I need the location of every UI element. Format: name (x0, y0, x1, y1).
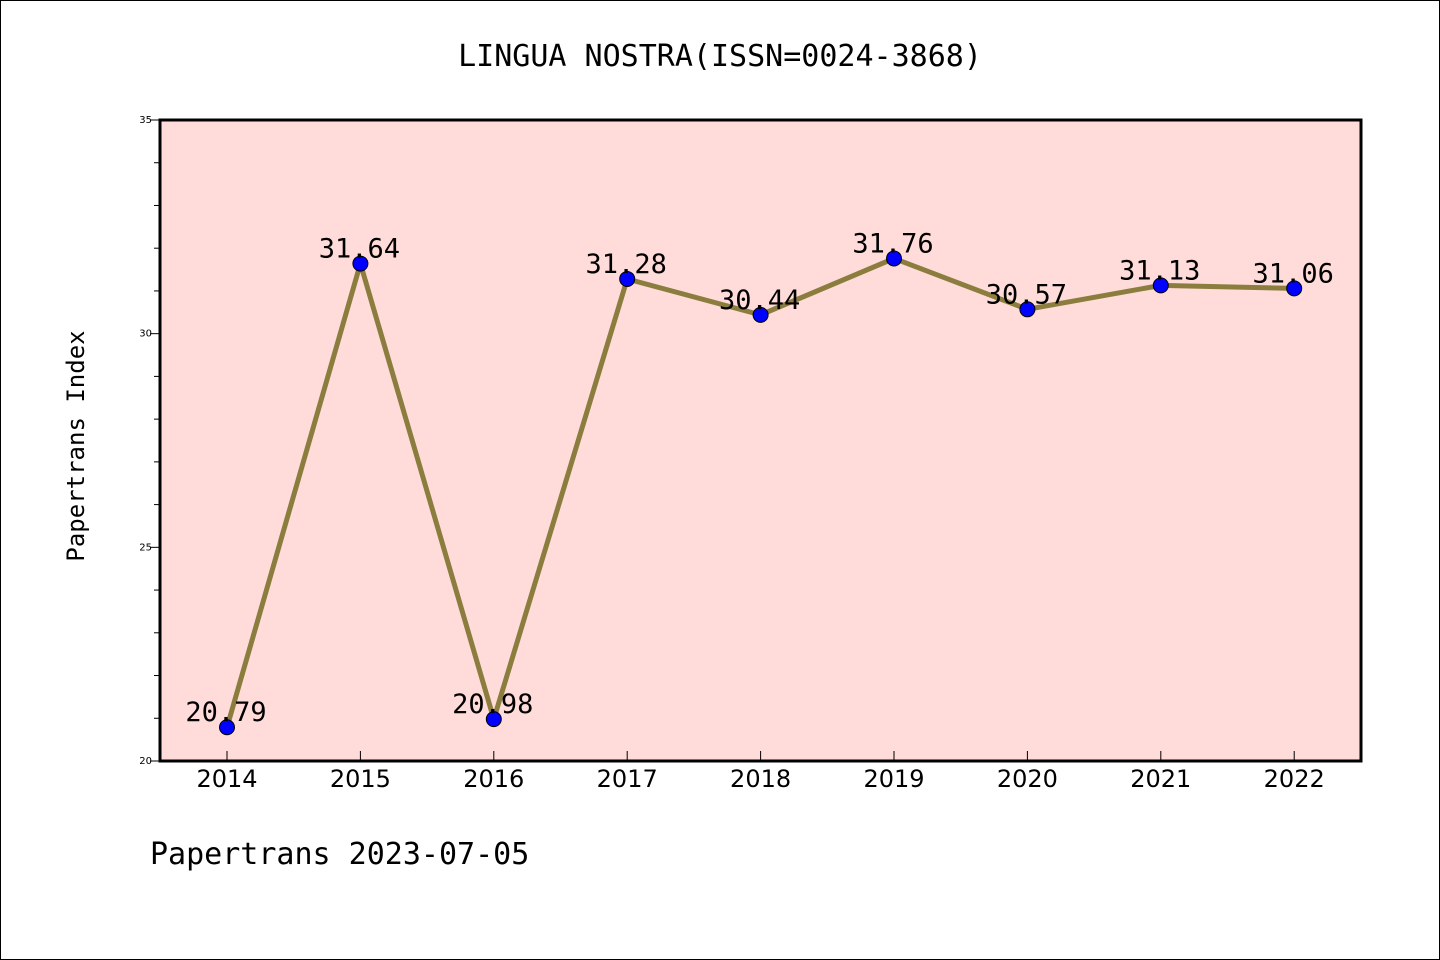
x-tick-label: 2015 (330, 765, 391, 793)
y-tick-label: 25 (139, 542, 152, 553)
plot-area (160, 120, 1361, 761)
y-tick-label: 30 (139, 329, 152, 340)
x-tick-label: 2017 (597, 765, 658, 793)
x-tick-label: 2022 (1264, 765, 1325, 793)
x-tick-label: 2018 (730, 765, 791, 793)
data-point (219, 719, 235, 736)
y-axis: 20 25 30 35 (139, 115, 160, 767)
chart-title: LINGUA NOSTRA(ISSN=0024-3868) (458, 39, 982, 74)
y-tick-label: 20 (139, 756, 152, 767)
y-axis-label: Papertrans Index (62, 330, 90, 561)
series-layer: 20.79 31.64 20.98 31.28 30.44 31.76 30.57 31.13… (185, 228, 1334, 736)
data-point (886, 250, 902, 267)
data-point (352, 255, 369, 272)
data-label: 20.79 (185, 697, 266, 728)
data-label: 31.76 (852, 228, 933, 259)
data-point (1152, 277, 1169, 294)
data-point (485, 711, 502, 728)
data-label: 31.13 (1119, 255, 1200, 286)
data-point (752, 306, 769, 323)
data-label: 31.06 (1253, 258, 1334, 289)
x-tick-label: 2020 (997, 765, 1058, 793)
x-tick-label: 2021 (1130, 765, 1191, 793)
data-label: 30.57 (986, 279, 1067, 310)
data-label: 31.64 (319, 234, 400, 265)
x-tick-label: 2019 (863, 765, 924, 793)
x-tick-label: 2016 (463, 765, 524, 793)
x-axis: 2014 2015 2016 2017 2018 2019 2020 2021 2022 (196, 751, 1325, 793)
footer-text: Papertrans 2023-07-05 (150, 837, 529, 872)
data-label: 30.44 (719, 285, 800, 316)
plot-border (158, 118, 1363, 763)
y-tick-label: 35 (139, 115, 152, 126)
data-point (1286, 280, 1303, 297)
data-point (619, 270, 636, 287)
data-label: 31.28 (586, 249, 667, 280)
data-label: 20.98 (452, 689, 533, 720)
data-point (1019, 301, 1036, 318)
x-tick-label: 2014 (196, 765, 257, 793)
